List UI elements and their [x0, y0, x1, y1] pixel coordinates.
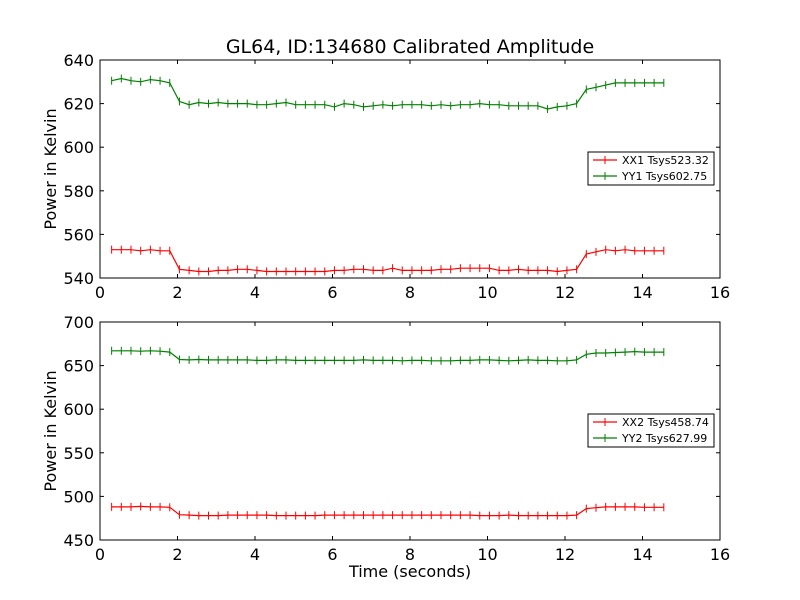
bottom-y-tick-label: 650: [63, 357, 94, 376]
top-x-tick-label: 14: [632, 283, 652, 302]
top-y-axis-label: Power in Kelvin: [41, 108, 60, 229]
bottom-x-tick-label: 12: [555, 545, 575, 564]
bottom-x-tick-label: 0: [95, 545, 105, 564]
bottom-x-tick-label: 2: [172, 545, 182, 564]
top-y-tick-label: 580: [63, 182, 94, 201]
bottom-x-tick-label: 6: [327, 545, 337, 564]
top-legend: XX1 Tsys523.32 YY1 Tsys602.75: [587, 151, 715, 186]
top-x-tick-label: 6: [327, 283, 337, 302]
bottom-plot-frame: [99, 321, 721, 541]
chart-title: GL64, ID:134680 Calibrated Amplitude: [226, 36, 594, 58]
top-x-tick-label: 8: [405, 283, 415, 302]
bottom-y-axis-label: Power in Kelvin: [41, 370, 60, 491]
top-plot-frame: [99, 59, 721, 279]
top-legend-label-xx1: XX1 Tsys523.32: [622, 154, 709, 167]
bottom-y-tick-label: 700: [63, 313, 94, 332]
x-axis-label: Time (seconds): [348, 562, 471, 581]
top-y-tick-label: 620: [63, 95, 94, 114]
bottom-y-tick-label: 450: [63, 531, 94, 550]
bottom-tick-labels: 0 2 4 6 8 10 12 14 16 450 500 550 600 650 700: [63, 313, 730, 564]
top-x-tick-label: 16: [710, 283, 730, 302]
bottom-legend-label-xx2: XX2 Tsys458.74: [622, 416, 709, 429]
bottom-series: [111, 346, 665, 520]
top-panel: GL64, ID:134680 Calibrated Amplitude Pow…: [41, 36, 730, 302]
top-y-tick-label: 540: [63, 269, 94, 288]
top-series-line-0: [111, 249, 664, 273]
top-x-tick-label: 0: [95, 283, 105, 302]
top-tick-labels: 0 2 4 6 8 10 12 14 16 540 560 580 600 620 640: [63, 51, 730, 302]
bottom-x-tick-label: 8: [405, 545, 415, 564]
bottom-legend-box: [587, 413, 715, 448]
bottom-legend-label-yy2: YY2 Tsys627.99: [621, 432, 707, 445]
bottom-y-tick-label: 550: [63, 444, 94, 463]
top-legend-box: [587, 151, 715, 186]
top-x-tick-label: 10: [477, 283, 497, 302]
top-series: [111, 74, 665, 276]
bottom-panel: Power in Kelvin Time (seconds) 0 2 4 6 8 10 12…: [41, 313, 730, 581]
bottom-series-line-1: [111, 350, 664, 362]
bottom-legend: XX2 Tsys458.74 YY2 Tsys627.99: [587, 413, 715, 448]
top-x-tick-label: 2: [172, 283, 182, 302]
bottom-x-tick-label: 10: [477, 545, 497, 564]
bottom-x-tick-label: 14: [632, 545, 652, 564]
top-y-tick-label: 560: [63, 225, 94, 244]
bottom-y-tick-label: 500: [63, 487, 94, 506]
top-x-tick-label: 12: [555, 283, 575, 302]
top-series-line-1: [111, 77, 664, 110]
top-legend-label-yy1: YY1 Tsys602.75: [621, 170, 707, 183]
bottom-x-tick-label: 16: [710, 545, 730, 564]
top-y-tick-label: 640: [63, 51, 94, 70]
bottom-y-tick-label: 600: [63, 400, 94, 419]
top-y-tick-label: 600: [63, 138, 94, 157]
bottom-series-line-0: [111, 505, 664, 517]
bottom-x-tick-label: 4: [250, 545, 260, 564]
top-x-tick-label: 4: [250, 283, 260, 302]
